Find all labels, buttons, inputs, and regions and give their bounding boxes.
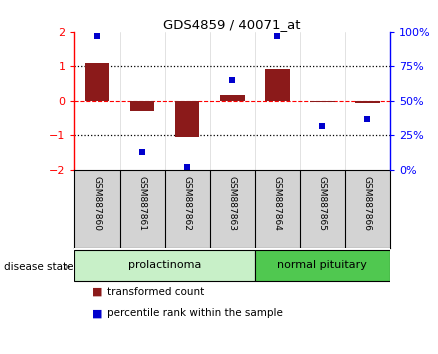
Text: disease state: disease state xyxy=(4,262,74,272)
Point xyxy=(138,149,145,155)
Point xyxy=(229,77,236,83)
Bar xyxy=(310,101,335,102)
Text: percentile rank within the sample: percentile rank within the sample xyxy=(107,308,283,318)
Point xyxy=(184,164,191,170)
Text: prolactinoma: prolactinoma xyxy=(128,260,201,270)
Text: GSM887866: GSM887866 xyxy=(363,176,372,231)
Point xyxy=(364,116,371,122)
Text: GSM887862: GSM887862 xyxy=(183,176,191,231)
Bar xyxy=(175,101,199,137)
Text: GSM887860: GSM887860 xyxy=(92,176,102,231)
Text: ■: ■ xyxy=(92,287,102,297)
Bar xyxy=(74,250,254,281)
Bar xyxy=(220,95,244,101)
Title: GDS4859 / 40071_at: GDS4859 / 40071_at xyxy=(163,18,301,31)
Text: transformed count: transformed count xyxy=(107,287,205,297)
Text: GSM887861: GSM887861 xyxy=(138,176,147,231)
Point xyxy=(93,33,100,39)
Bar xyxy=(355,101,380,103)
Point xyxy=(319,123,326,129)
Point xyxy=(274,33,281,39)
Text: normal pituitary: normal pituitary xyxy=(277,260,367,270)
Text: GSM887864: GSM887864 xyxy=(273,176,282,231)
Text: ■: ■ xyxy=(92,308,102,318)
Bar xyxy=(85,63,110,101)
Bar xyxy=(254,250,390,281)
Text: GSM887863: GSM887863 xyxy=(228,176,237,231)
Text: GSM887865: GSM887865 xyxy=(318,176,327,231)
Bar xyxy=(130,101,155,111)
Bar xyxy=(265,69,290,101)
